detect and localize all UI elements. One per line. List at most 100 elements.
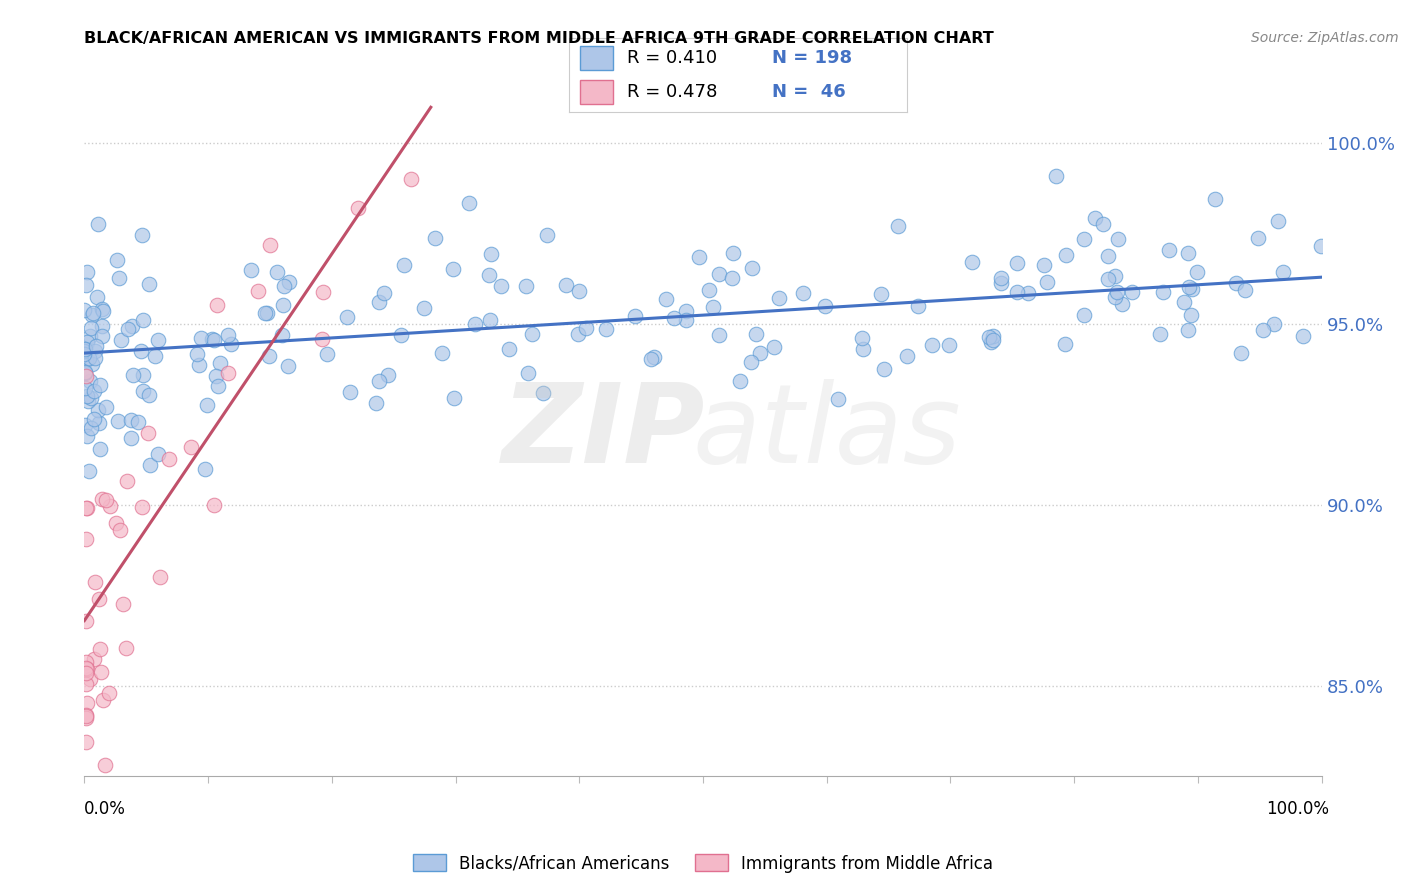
Point bbox=[207, 379, 229, 393]
Point bbox=[1091, 217, 1114, 231]
Point bbox=[89, 442, 111, 457]
Point bbox=[643, 350, 665, 364]
Point bbox=[187, 358, 209, 372]
Point bbox=[1271, 264, 1294, 278]
Point bbox=[531, 386, 554, 401]
Point bbox=[83, 384, 105, 398]
Point bbox=[852, 343, 875, 357]
Point bbox=[117, 474, 139, 488]
Point bbox=[851, 331, 873, 345]
Point bbox=[75, 707, 97, 722]
Point bbox=[1181, 282, 1204, 296]
Point bbox=[73, 347, 96, 361]
Point bbox=[86, 290, 108, 304]
Point bbox=[730, 374, 752, 388]
Point bbox=[80, 320, 103, 334]
Point bbox=[96, 493, 118, 508]
Point bbox=[112, 597, 135, 611]
Point bbox=[491, 279, 513, 293]
Point bbox=[94, 758, 117, 772]
Point bbox=[107, 414, 129, 428]
Point bbox=[1104, 268, 1126, 283]
Point bbox=[98, 686, 121, 700]
Point bbox=[702, 300, 724, 314]
Point bbox=[73, 418, 96, 433]
Point bbox=[1005, 256, 1028, 270]
Point bbox=[1149, 327, 1171, 342]
Point bbox=[79, 673, 101, 687]
Point bbox=[688, 250, 710, 264]
Point bbox=[217, 328, 239, 343]
Point bbox=[138, 425, 160, 440]
Point bbox=[121, 368, 143, 383]
Point bbox=[675, 303, 697, 318]
Point bbox=[367, 295, 389, 310]
FancyBboxPatch shape bbox=[579, 80, 613, 104]
Point bbox=[377, 368, 399, 382]
Point bbox=[1036, 276, 1059, 290]
Text: atlas: atlas bbox=[692, 379, 962, 486]
Point bbox=[77, 351, 100, 365]
Point bbox=[76, 334, 98, 349]
Point bbox=[520, 326, 543, 341]
Point bbox=[1180, 308, 1202, 322]
Point bbox=[120, 431, 142, 445]
Point bbox=[83, 411, 105, 425]
Point bbox=[575, 321, 598, 335]
Point bbox=[87, 416, 110, 430]
Point bbox=[138, 458, 160, 473]
Point bbox=[204, 369, 226, 384]
Point bbox=[80, 357, 103, 371]
Point bbox=[75, 709, 97, 723]
Point bbox=[91, 304, 114, 318]
Point bbox=[441, 262, 464, 277]
Point bbox=[640, 351, 662, 366]
Point bbox=[86, 339, 108, 353]
Point bbox=[266, 265, 288, 279]
Point bbox=[1105, 285, 1128, 300]
Point bbox=[131, 343, 153, 358]
Point bbox=[768, 291, 790, 305]
Point bbox=[108, 524, 131, 538]
Point bbox=[190, 331, 212, 345]
Point bbox=[91, 693, 114, 707]
Text: 100.0%: 100.0% bbox=[1265, 799, 1329, 817]
Point bbox=[75, 661, 97, 675]
Point bbox=[273, 278, 295, 293]
Point bbox=[82, 306, 104, 320]
Point bbox=[983, 333, 1005, 347]
Point bbox=[907, 299, 929, 313]
Point bbox=[1178, 279, 1201, 293]
Point bbox=[76, 500, 98, 515]
FancyBboxPatch shape bbox=[579, 45, 613, 70]
Point bbox=[1173, 294, 1195, 309]
Point bbox=[76, 429, 98, 443]
Point bbox=[75, 734, 97, 748]
Point bbox=[76, 389, 98, 403]
Point bbox=[1084, 211, 1107, 225]
Point bbox=[131, 228, 153, 243]
Text: ZIP: ZIP bbox=[502, 379, 706, 486]
Point bbox=[75, 665, 97, 680]
Point bbox=[707, 328, 730, 343]
Point bbox=[1104, 290, 1126, 304]
Point bbox=[253, 306, 276, 320]
Point bbox=[938, 337, 960, 351]
Point bbox=[1267, 214, 1289, 228]
Text: R = 0.410: R = 0.410 bbox=[627, 49, 717, 67]
Point bbox=[1018, 286, 1040, 301]
Point bbox=[259, 237, 281, 252]
Point bbox=[76, 696, 98, 710]
Point bbox=[1073, 232, 1095, 246]
Text: N = 198: N = 198 bbox=[772, 49, 852, 67]
Point bbox=[115, 641, 138, 656]
Point bbox=[1204, 193, 1226, 207]
Text: R = 0.478: R = 0.478 bbox=[627, 83, 717, 101]
Point bbox=[271, 327, 294, 342]
Point bbox=[157, 452, 180, 467]
Point bbox=[873, 361, 896, 376]
Point bbox=[180, 440, 202, 454]
Point bbox=[91, 319, 114, 334]
Point bbox=[195, 398, 218, 412]
Point bbox=[315, 347, 337, 361]
